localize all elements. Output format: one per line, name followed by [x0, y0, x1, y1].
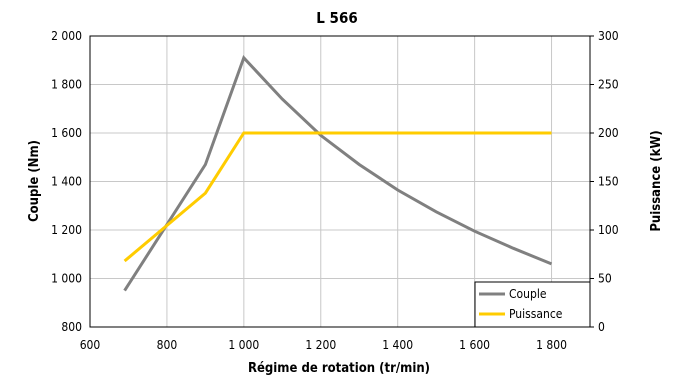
y-right-tick-label: 300 — [598, 29, 619, 43]
y-axis-left-label: Couple (Nm) — [27, 140, 42, 222]
x-tick-label: 1 400 — [382, 338, 413, 352]
legend-label-couple: Couple — [509, 287, 547, 301]
legend: Couple Puissance — [474, 281, 591, 328]
series-line-puissance — [123, 131, 552, 263]
x-tick-label: 600 — [80, 338, 101, 352]
series-line-couple — [123, 54, 553, 292]
y-right-tick-label: 200 — [598, 126, 619, 140]
y-right-tick-label: 0 — [598, 320, 605, 334]
y-left-tick-label: 1 600 — [51, 126, 82, 140]
series-layer — [123, 54, 553, 292]
legend-box — [474, 281, 591, 328]
y-left-tick-label: 1 200 — [51, 223, 82, 237]
y-left-tick-label: 1 800 — [51, 78, 82, 92]
legend-label-puissance: Puissance — [509, 307, 563, 321]
y-left-tick-label: 1 000 — [51, 272, 82, 286]
y-axis-right-label: Puissance (kW) — [649, 130, 664, 231]
x-tick-label: 1 200 — [305, 338, 336, 352]
x-tick-label: 1 000 — [228, 338, 259, 352]
y-right-tick-label: 50 — [598, 272, 612, 286]
y-right-tick-label: 150 — [598, 175, 619, 189]
axes — [89, 35, 594, 328]
x-axis-label: Régime de rotation (tr/min) — [248, 361, 430, 376]
y-right-tick-label: 250 — [598, 78, 619, 92]
y-right-tick-label: 100 — [598, 223, 619, 237]
chart-title: L 566 — [316, 9, 357, 27]
x-tick-label: 1 800 — [536, 338, 567, 352]
x-tick-label: 800 — [157, 338, 178, 352]
y-left-tick-label: 1 400 — [51, 175, 82, 189]
x-tick-label: 1 600 — [459, 338, 490, 352]
y-left-tick-label: 2 000 — [51, 29, 82, 43]
y-left-tick-label: 800 — [61, 320, 82, 334]
tick-labels: 800 1 000 1 200 1 400 1 600 1 800 2 000 0 50 100 1… — [51, 29, 619, 352]
